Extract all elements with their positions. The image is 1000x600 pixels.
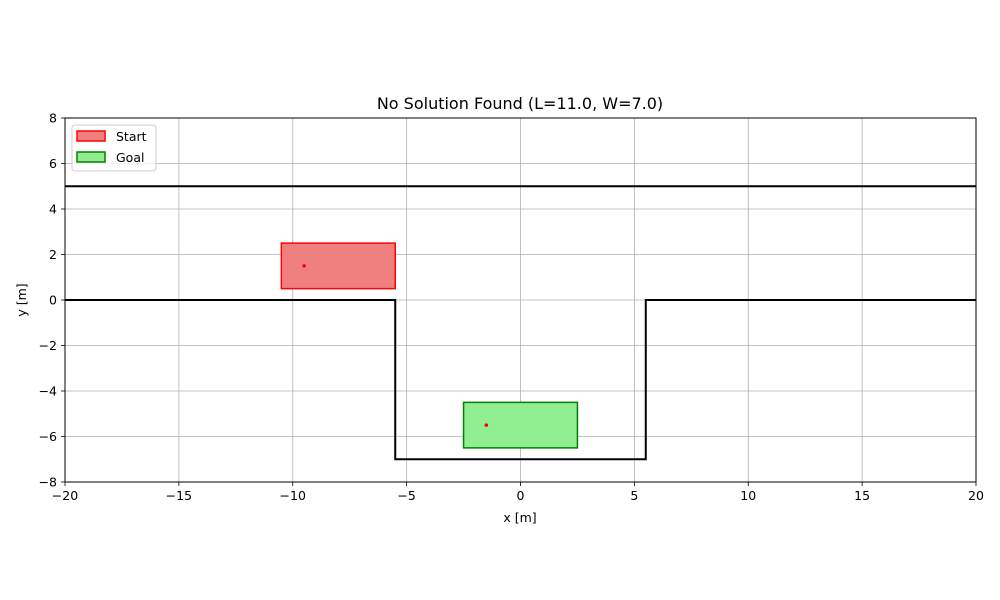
legend-label-start: Start (116, 129, 147, 144)
x-tick-label: −5 (397, 488, 415, 503)
legend-swatch-start (76, 130, 106, 142)
vehicle-rectangles (280, 242, 579, 449)
y-tick-label: −6 (39, 429, 57, 444)
y-tick-label: 6 (49, 156, 57, 171)
x-tick-label: 10 (740, 488, 756, 503)
y-tick-label: −8 (39, 475, 57, 490)
y-tick-label: −2 (39, 338, 57, 353)
goal-rectangle (462, 401, 579, 449)
x-tick-label: 15 (854, 488, 870, 503)
chart-title: No Solution Found (L=11.0, W=7.0) (377, 94, 663, 113)
y-axis-label: y [m] (14, 283, 29, 316)
legend-label-goal: Goal (116, 150, 144, 165)
legend-swatch-goal (76, 151, 106, 163)
legend: Start Goal (71, 124, 157, 172)
x-tick-label: −15 (166, 488, 192, 503)
boundaries (65, 185, 976, 461)
x-tick-label: 5 (630, 488, 638, 503)
start-center-point (302, 264, 306, 268)
x-tick-label: −10 (280, 488, 306, 503)
goal-center-point (484, 423, 489, 427)
y-tick-label: −4 (39, 384, 57, 399)
y-tick-label: 8 (49, 111, 57, 126)
boundary-line (65, 299, 976, 461)
y-tick-label: 4 (49, 202, 57, 217)
y-tick-label: 2 (49, 247, 57, 262)
x-tick-label: 20 (968, 488, 984, 503)
x-tick-label: 0 (517, 488, 525, 503)
x-axis-label: x [m] (503, 510, 536, 525)
start-rectangle (280, 242, 396, 290)
y-tick-label: 0 (49, 293, 57, 308)
x-tick-label: −20 (52, 488, 78, 503)
